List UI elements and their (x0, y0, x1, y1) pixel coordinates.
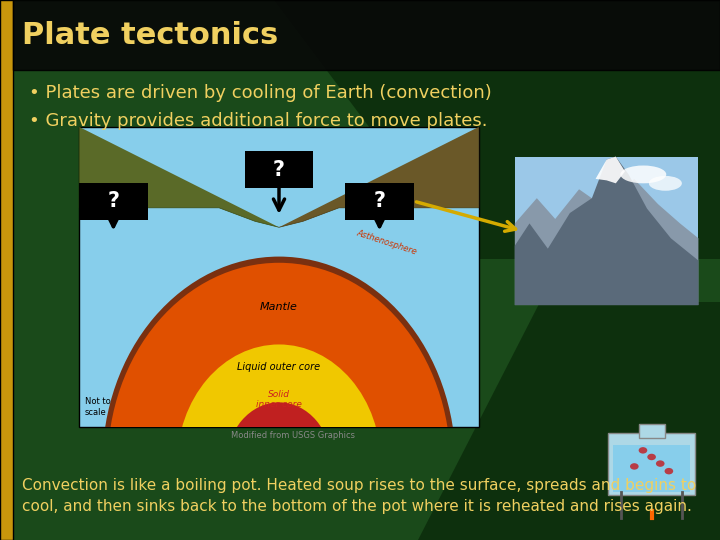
Polygon shape (79, 127, 279, 227)
Ellipse shape (621, 165, 666, 183)
FancyBboxPatch shape (245, 151, 313, 188)
Text: ?: ? (273, 160, 285, 180)
Ellipse shape (649, 176, 682, 191)
Text: Mantle: Mantle (260, 302, 298, 312)
Circle shape (647, 454, 656, 460)
FancyBboxPatch shape (0, 0, 13, 540)
Circle shape (665, 468, 673, 475)
Polygon shape (515, 179, 698, 305)
Text: Modified from USGS Graphics: Modified from USGS Graphics (231, 431, 356, 440)
Text: Not to
scale: Not to scale (85, 397, 111, 417)
FancyBboxPatch shape (608, 433, 695, 495)
Ellipse shape (226, 402, 332, 526)
Ellipse shape (177, 345, 381, 540)
Text: • Plates are driven by cooling of Earth (convection): • Plates are driven by cooling of Earth … (29, 84, 492, 102)
Polygon shape (274, 0, 720, 259)
FancyBboxPatch shape (79, 183, 148, 219)
FancyBboxPatch shape (13, 0, 720, 70)
Circle shape (639, 447, 647, 454)
Text: ?: ? (374, 191, 385, 211)
Polygon shape (418, 302, 720, 540)
Polygon shape (595, 157, 625, 184)
Circle shape (630, 463, 639, 470)
FancyBboxPatch shape (346, 183, 414, 219)
Ellipse shape (107, 263, 451, 540)
Ellipse shape (226, 402, 332, 526)
Text: Asthenosphere: Asthenosphere (356, 228, 418, 256)
Text: • Gravity provides additional force to move plates.: • Gravity provides additional force to m… (29, 112, 487, 131)
Polygon shape (515, 157, 698, 305)
Text: Liquid outer core: Liquid outer core (238, 362, 320, 372)
FancyBboxPatch shape (79, 127, 479, 427)
Text: ?: ? (107, 191, 120, 211)
Text: Solid
inner core: Solid inner core (256, 390, 302, 409)
Text: Convection is like a boiling pot. Heated soup rises to the surface, spreads and : Convection is like a boiling pot. Heated… (22, 478, 696, 514)
FancyBboxPatch shape (613, 445, 690, 492)
Ellipse shape (103, 258, 455, 540)
Polygon shape (279, 127, 479, 227)
Ellipse shape (102, 256, 456, 540)
Text: Plate tectonics: Plate tectonics (22, 21, 278, 50)
Ellipse shape (177, 345, 381, 540)
FancyBboxPatch shape (639, 424, 665, 438)
FancyBboxPatch shape (515, 157, 698, 305)
Circle shape (656, 460, 665, 467)
